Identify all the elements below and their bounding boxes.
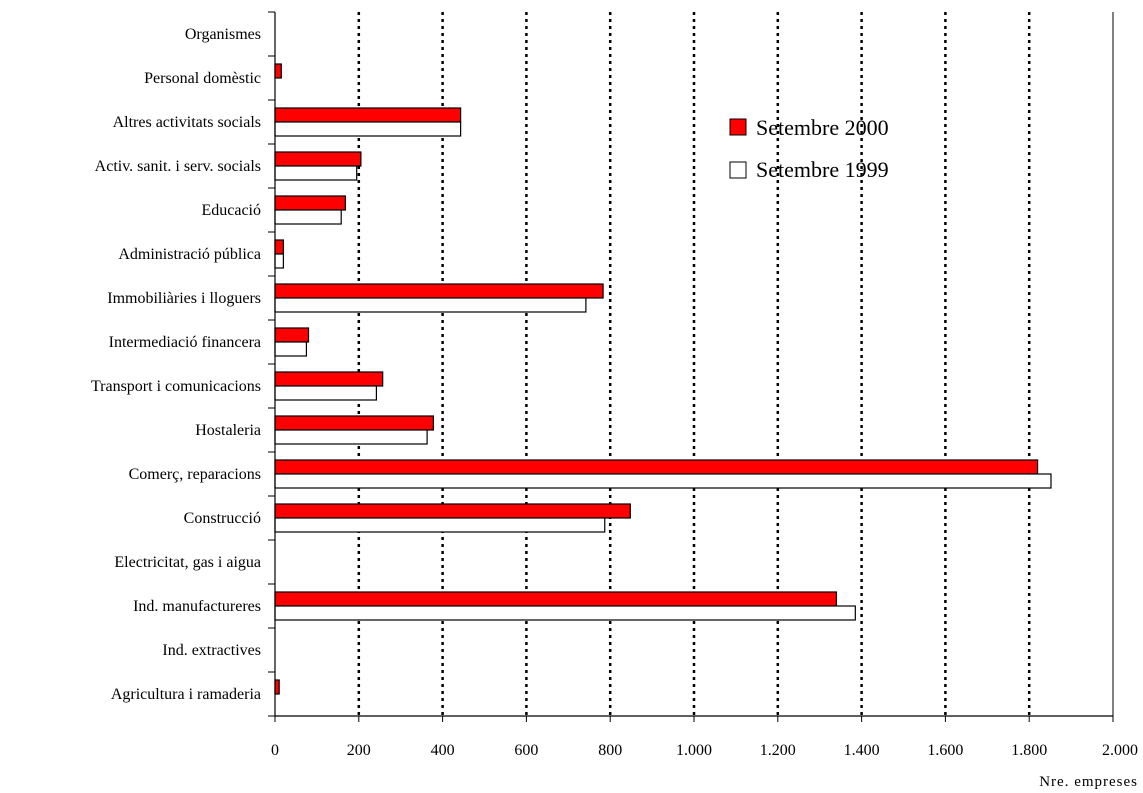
x-tick-label-600: 600 xyxy=(514,742,538,759)
x-tick-label-1200: 1.200 xyxy=(760,742,796,759)
x-tick-label-800: 800 xyxy=(598,742,622,759)
bar-setembre-1999-construccio xyxy=(274,517,606,533)
bar-setembre-1999-activ-sanit-i-serv-socials xyxy=(274,165,358,181)
bar-setembre-2000-comerc-reparacions xyxy=(274,459,1039,475)
x-tick-label-1800: 1.800 xyxy=(1011,742,1047,759)
legend-label-setembre-1999: Setembre 1999 xyxy=(756,157,889,182)
bar-setembre-2000-educacio xyxy=(274,195,346,211)
bar-setembre-2000-agricultura-i-ramaderia xyxy=(274,679,280,695)
category-label-activ-sanit-i-serv-socials: Activ. sanit. i serv. socials xyxy=(95,158,261,175)
legend-swatch-setembre-2000 xyxy=(729,118,747,136)
bar-setembre-2000-personal-domestic xyxy=(274,63,282,79)
bar-setembre-2000-administracio-publica xyxy=(274,239,284,255)
bar-setembre-1999-hostaleria xyxy=(274,429,428,445)
bar-setembre-1999-immobiliaries-i-lloguers xyxy=(274,297,587,313)
x-tick-labels: 0 200 400 600 800 1.000 1.200 1.400 1.600 1.800 2.… xyxy=(271,742,1138,759)
category-label-educacio: Educació xyxy=(201,202,261,219)
x-axis-title: Nre. empreses xyxy=(1039,774,1138,790)
category-label-altres-activitats-socials: Altres activitats socials xyxy=(113,114,261,131)
bar-setembre-2000-transport-i-comunicacions xyxy=(274,371,384,387)
x-tick-label-2000: 2.000 xyxy=(1102,742,1138,759)
bar-setembre-1999-intermediacio-financera xyxy=(274,341,308,357)
x-tick-label-0: 0 xyxy=(271,742,279,759)
x-tick-label-400: 400 xyxy=(431,742,455,759)
category-label-comerc-reparacions: Comerç, reparacions xyxy=(129,466,261,483)
x-tick-label-1600: 1.600 xyxy=(927,742,963,759)
x-tick-label-200: 200 xyxy=(347,742,371,759)
x-tick-label-1000: 1.000 xyxy=(676,742,712,759)
category-label-personal-domestic: Personal domèstic xyxy=(144,70,261,87)
bar-setembre-1999-altres-activitats-socials xyxy=(274,121,462,137)
bar-setembre-2000-construccio xyxy=(274,503,631,519)
category-label-organismes: Organismes xyxy=(185,26,261,43)
category-label-administracio-publica: Administració pública xyxy=(118,246,261,263)
axes xyxy=(268,11,1114,722)
category-label-transport-i-comunicacions: Transport i comunicacions xyxy=(91,378,261,395)
bar-setembre-1999-transport-i-comunicacions xyxy=(274,385,377,401)
gridlines xyxy=(357,12,1114,716)
category-label-immobiliaries-i-lloguers: Immobiliàries i lloguers xyxy=(107,290,261,307)
x-tick-label-1400: 1.400 xyxy=(844,742,880,759)
legend-swatch-setembre-1999 xyxy=(729,161,747,179)
category-label-agricultura-i-ramaderia: Agricultura i ramaderia xyxy=(111,686,261,703)
category-labels: Organismes Personal domèstic Altres activi… xyxy=(91,26,261,703)
bar-setembre-1999-educacio xyxy=(274,209,342,225)
category-label-ind-manufactureres: Ind. manufactureres xyxy=(133,598,261,615)
bar-setembre-2000-altres-activitats-socials xyxy=(274,107,462,123)
bar-setembre-2000-ind-manufactureres xyxy=(274,591,838,607)
category-label-electricitat-gas-i-aigua: Electricitat, gas i aigua xyxy=(114,554,261,571)
bar-setembre-2000-immobiliaries-i-lloguers xyxy=(274,283,604,299)
bar-setembre-2000-activ-sanit-i-serv-socials xyxy=(274,151,362,167)
bar-setembre-1999-comerc-reparacions xyxy=(274,473,1052,489)
bar-setembre-1999-ind-manufactureres xyxy=(274,605,856,621)
category-label-construccio: Construcció xyxy=(184,510,261,527)
bar-setembre-2000-intermediacio-financera xyxy=(274,327,310,343)
category-label-intermediacio-financera: Intermediació financera xyxy=(109,334,261,351)
category-label-ind-extractives: Ind. extractives xyxy=(162,642,261,659)
bar-setembre-2000-hostaleria xyxy=(274,415,434,431)
legend-label-setembre-2000: Setembre 2000 xyxy=(756,115,889,140)
bar-setembre-1999-administracio-publica xyxy=(274,253,284,269)
legend: Setembre 2000 Setembre 1999 xyxy=(729,115,889,182)
bars xyxy=(274,63,1052,695)
category-label-hostaleria: Hostaleria xyxy=(195,422,261,439)
